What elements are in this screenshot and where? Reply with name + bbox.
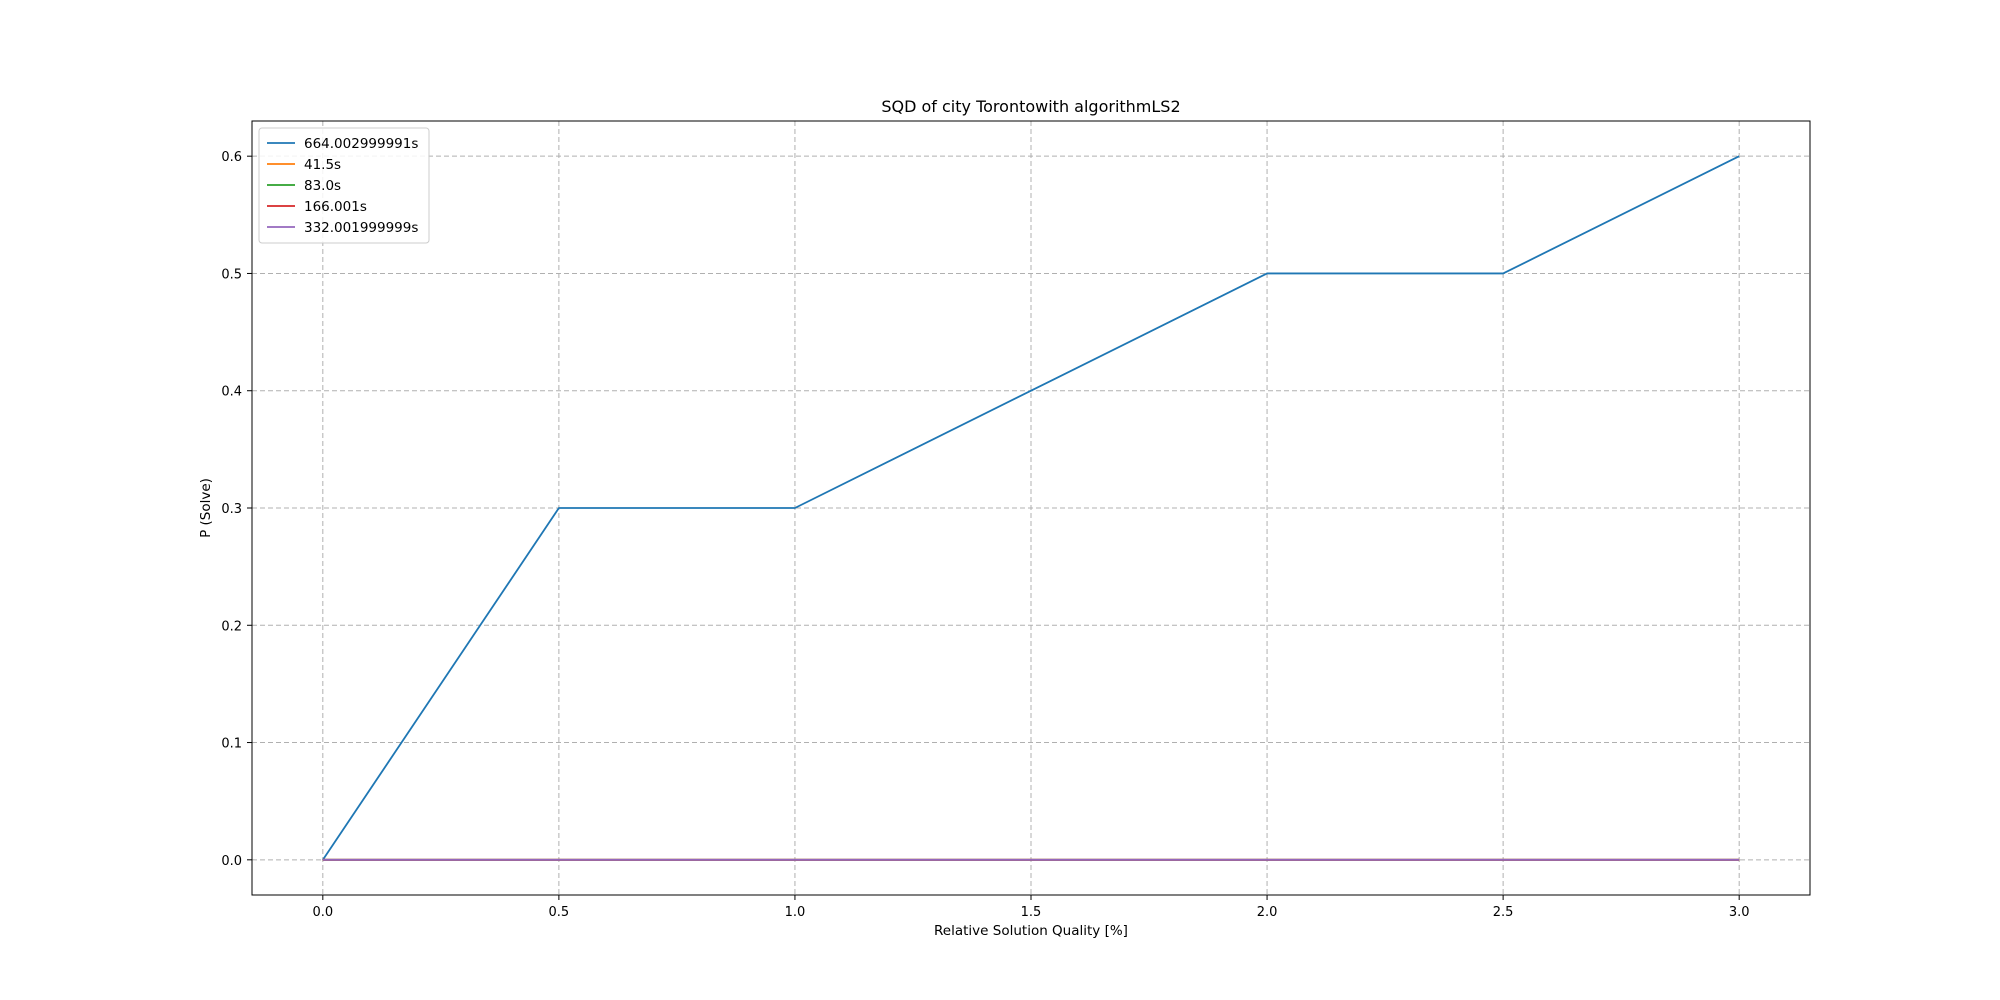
legend-box: [258, 127, 430, 244]
legend-entry: 664.002999991s: [304, 136, 418, 152]
x-tick-label: 1.0: [785, 905, 806, 920]
y-axis-label: P (Solve): [198, 478, 214, 538]
x-tick-label: 0.5: [549, 905, 570, 920]
y-tick-label: 0.5: [221, 267, 242, 282]
y-tick-label: 0.3: [221, 502, 242, 517]
chart-title: SQD of city Torontowith algorithmLS2: [881, 97, 1180, 116]
x-tick-label: 2.5: [1493, 905, 1514, 920]
series-line-0: [322, 155, 1740, 861]
y-tick-label: 0.1: [221, 737, 242, 752]
series-lines: [322, 155, 1740, 861]
x-tick-label: 2.0: [1257, 905, 1278, 920]
legend-entry: 166.001s: [304, 199, 367, 215]
legend: 664.002999991s 41.5s 83.0s 166.001s 332.0019…: [258, 127, 430, 244]
x-tick-label: 1.5: [1021, 905, 1042, 920]
x-axis-label: Relative Solution Quality [%]: [934, 923, 1128, 939]
legend-entry: 332.001999999s: [304, 220, 418, 236]
y-tick-label: 0.4: [221, 385, 242, 400]
legend-entry: 41.5s: [304, 157, 341, 173]
legend-entry: 83.0s: [304, 178, 341, 194]
y-tick-label: 0.6: [221, 150, 242, 165]
y-tick-label: 0.2: [221, 619, 242, 634]
x-tick-label: 0.0: [312, 905, 333, 920]
x-tick-label: 3.0: [1729, 905, 1750, 920]
axis-ticks: 0.0 0.5 1.0 1.5 2.0 2.5 3.0 0.0 0.1 0.2 0.3 0.4 0.5 0…: [221, 150, 1749, 920]
y-tick-label: 0.0: [221, 854, 242, 869]
